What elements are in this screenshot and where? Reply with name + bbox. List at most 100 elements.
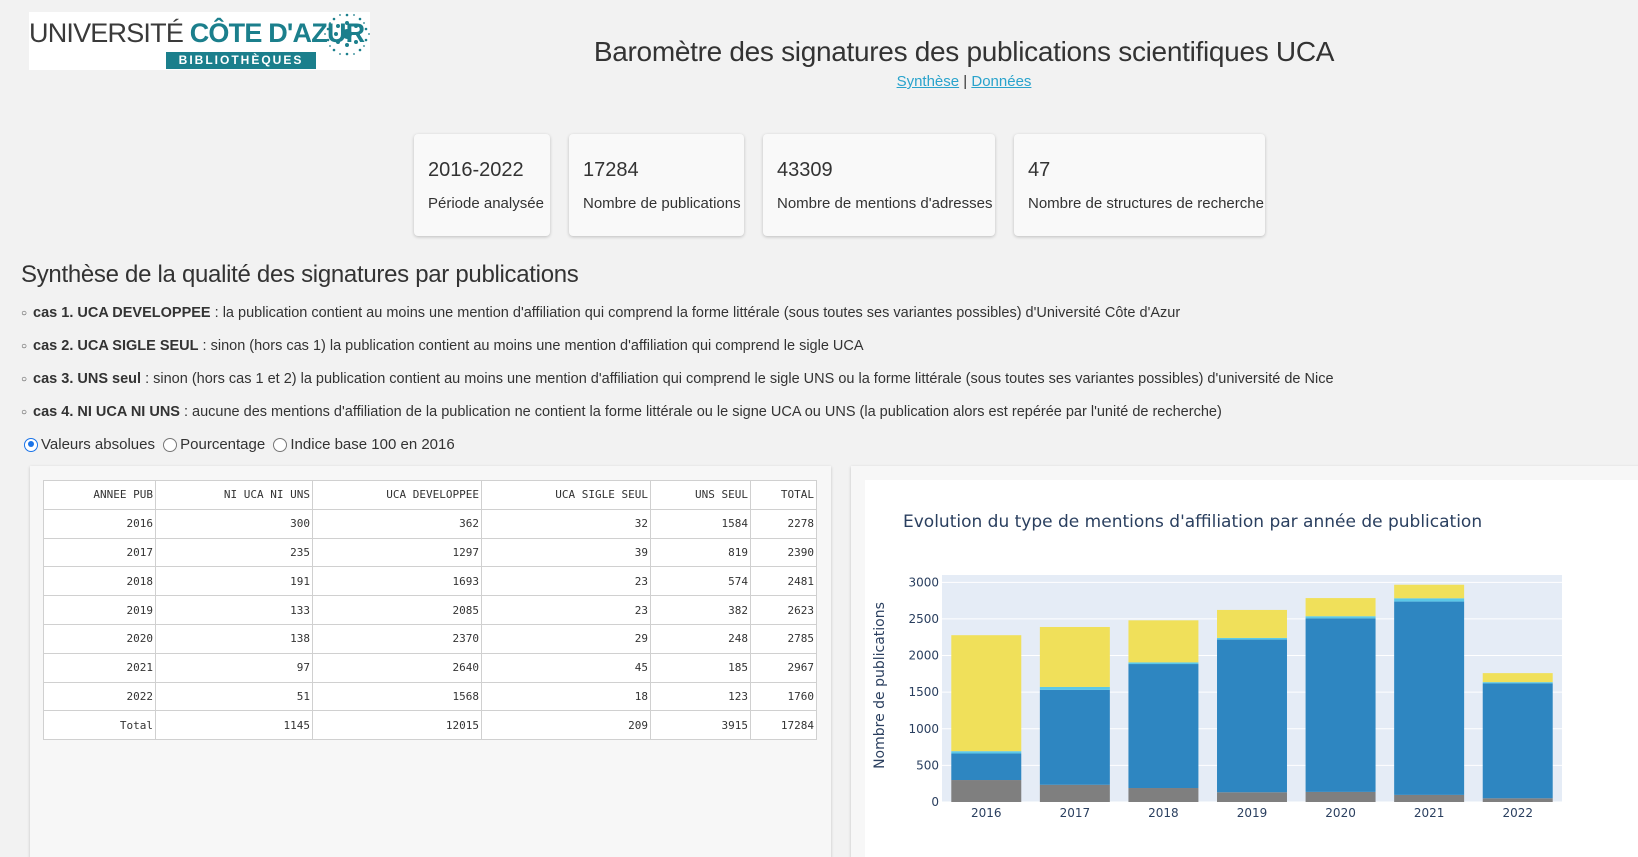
table-cell: 2022 bbox=[43, 681, 156, 712]
table-cell: Total bbox=[43, 710, 156, 741]
radio-valeurs-absolues[interactable]: Valeurs absolues bbox=[24, 436, 155, 453]
table-cell: 382 bbox=[650, 595, 751, 625]
case-text: : la publication contient au moins une m… bbox=[210, 305, 1181, 321]
radio-label[interactable]: Valeurs absolues bbox=[41, 436, 155, 453]
case-label: cas 2. UCA SIGLE SEUL bbox=[33, 338, 199, 354]
table-row: 2017 235 1297 39 819 2390 bbox=[43, 537, 817, 568]
bar-segment bbox=[1482, 798, 1553, 802]
table-cell: 23 bbox=[481, 566, 651, 597]
nav-link-synthese[interactable]: Synthèse bbox=[896, 73, 960, 90]
table-cell: 185 bbox=[650, 652, 751, 683]
radio-circle[interactable] bbox=[163, 437, 178, 452]
x-tick-label: 2016 bbox=[971, 806, 1002, 820]
card-label: Nombre de publications bbox=[583, 195, 741, 212]
bar-segment bbox=[1482, 673, 1553, 683]
x-tick-label: 2022 bbox=[1502, 806, 1533, 820]
case-text: : aucune des mentions d'affiliation de l… bbox=[179, 404, 1222, 420]
chart-title: Evolution du type de mentions d'affiliat… bbox=[903, 512, 1482, 532]
bar-segment bbox=[1394, 584, 1465, 599]
table-cell: 2785 bbox=[750, 623, 817, 654]
table-cell: 362 bbox=[312, 508, 482, 539]
table-cell: 2085 bbox=[312, 595, 482, 625]
bar-segment bbox=[1305, 598, 1376, 617]
column-header[interactable]: TOTAL bbox=[750, 480, 817, 510]
table-panel: ANNEE PUB NI UCA NI UNS UCA DEVELOPPEE U… bbox=[30, 466, 831, 857]
bar-segment bbox=[951, 753, 1022, 781]
table-cell: 2370 bbox=[312, 623, 482, 654]
x-tick-label: 2021 bbox=[1414, 806, 1445, 820]
nav-link-donnees[interactable]: Données bbox=[971, 73, 1032, 90]
bullet-icon: ○ bbox=[21, 308, 28, 319]
column-header[interactable]: UNS SEUL bbox=[650, 480, 751, 510]
radio-circle[interactable] bbox=[273, 437, 288, 452]
card-periode: 2016-2022 Période analysée bbox=[414, 134, 550, 236]
table-cell: 209 bbox=[481, 710, 651, 741]
table-cell: 39 bbox=[481, 537, 651, 568]
table-cell: 2018 bbox=[43, 566, 156, 597]
table-cell: 248 bbox=[650, 623, 751, 654]
bar-segment bbox=[1305, 616, 1376, 619]
table-cell: 45 bbox=[481, 652, 651, 683]
x-tick-label: 2019 bbox=[1237, 806, 1268, 820]
bar-segment bbox=[1128, 662, 1199, 665]
bar-segment bbox=[951, 780, 1022, 802]
bar-segment bbox=[1394, 794, 1465, 802]
column-header[interactable]: ANNEE PUB bbox=[43, 480, 156, 510]
page-title: Baromètre des signatures des publication… bbox=[593, 36, 1335, 67]
case-text: : sinon (hors cas 1 et 2) la publication… bbox=[141, 371, 1334, 387]
nav-links: Synthèse | Données bbox=[0, 73, 1638, 90]
table-row: 2020 138 2370 29 248 2785 bbox=[43, 623, 817, 654]
logo-dots-icon bbox=[324, 13, 370, 56]
nav-separator: | bbox=[963, 73, 968, 90]
logo-universite-text: UNIVERSITÉ bbox=[29, 18, 184, 48]
table-cell: 191 bbox=[155, 566, 313, 597]
radio-indice-base-100[interactable]: Indice base 100 en 2016 bbox=[273, 436, 455, 453]
column-header[interactable]: UCA SIGLE SEUL bbox=[481, 480, 651, 510]
radio-label[interactable]: Indice base 100 en 2016 bbox=[290, 436, 455, 453]
bar-segment bbox=[1039, 784, 1110, 802]
table-cell: 12015 bbox=[312, 710, 482, 741]
bar-segment bbox=[1039, 686, 1110, 690]
table-row: 2018 191 1693 23 574 2481 bbox=[43, 566, 817, 597]
case-label: cas 3. UNS seul bbox=[33, 371, 142, 387]
table-cell: 17284 bbox=[750, 710, 817, 741]
case-item: ○ cas 2. UCA SIGLE SEUL : sinon (hors cas… bbox=[21, 338, 1334, 371]
bar-segment bbox=[1217, 639, 1287, 793]
table-row: 2016 300 362 32 1584 2278 bbox=[43, 508, 817, 539]
bar-segment bbox=[951, 751, 1022, 754]
table-row: 2022 51 1568 18 123 1760 bbox=[43, 681, 817, 712]
table-cell: 2967 bbox=[750, 652, 817, 683]
y-tick-label: 1500 bbox=[908, 685, 939, 699]
radio-pourcentage[interactable]: Pourcentage bbox=[163, 436, 265, 453]
table-cell: 2020 bbox=[43, 623, 156, 654]
table-cell: 2019 bbox=[43, 595, 156, 625]
table-cell: 2278 bbox=[750, 508, 817, 539]
card-label: Nombre de structures de recherche bbox=[1028, 195, 1264, 212]
synthesis-title: Synthèse de la qualité des signatures pa… bbox=[21, 261, 579, 288]
bullet-icon: ○ bbox=[21, 374, 28, 385]
table-cell: 819 bbox=[650, 537, 751, 568]
case-label: cas 4. NI UCA NI UNS bbox=[33, 404, 180, 420]
table-cell: 574 bbox=[650, 566, 751, 597]
card-mentions: 43309 Nombre de mentions d'adresses bbox=[763, 134, 995, 236]
table-cell: 2623 bbox=[750, 595, 817, 625]
radio-circle[interactable] bbox=[24, 437, 38, 452]
column-header[interactable]: UCA DEVELOPPEE bbox=[312, 480, 482, 510]
bullet-icon: ○ bbox=[21, 341, 28, 352]
stacked-bar-chart: Evolution du type de mentions d'affiliat… bbox=[872, 512, 1562, 820]
table-cell: 18 bbox=[481, 681, 651, 712]
bar-segment bbox=[1482, 683, 1553, 799]
y-tick-label: 2500 bbox=[908, 612, 939, 626]
column-header[interactable]: NI UCA NI UNS bbox=[155, 480, 313, 510]
bar-segment bbox=[1039, 689, 1110, 785]
bar-segment bbox=[1217, 637, 1287, 640]
y-tick-label: 1000 bbox=[908, 722, 939, 736]
case-item: ○ cas 1. UCA DEVELOPPEE : la publication … bbox=[21, 305, 1334, 338]
radio-label[interactable]: Pourcentage bbox=[180, 436, 266, 453]
table-cell: 123 bbox=[650, 681, 751, 712]
case-item: ○ cas 3. UNS seul : sinon (hors cas 1 et … bbox=[21, 371, 1334, 404]
table-cell: 1297 bbox=[312, 537, 482, 568]
x-tick-label: 2017 bbox=[1060, 806, 1091, 820]
y-tick-label: 0 bbox=[931, 795, 939, 809]
table-cell: 2021 bbox=[43, 652, 156, 683]
